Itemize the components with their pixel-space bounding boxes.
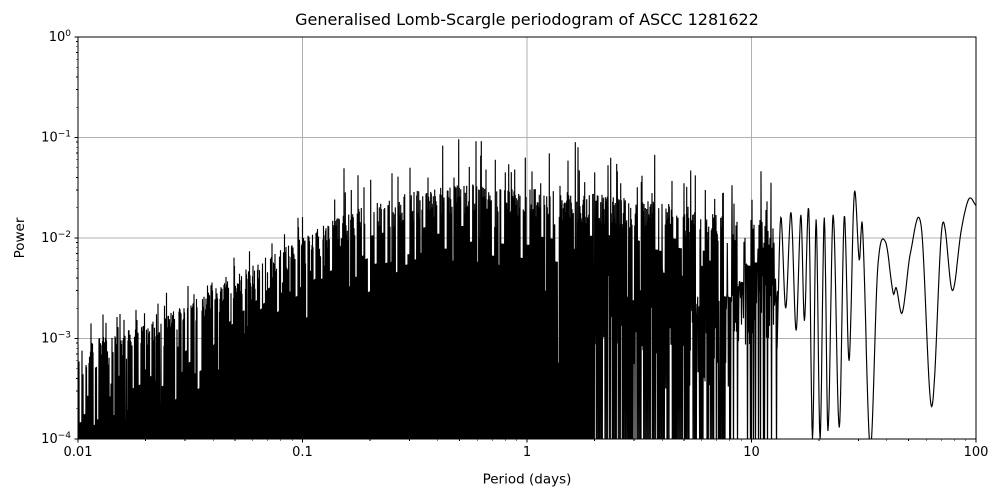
- y-axis-label: Power: [12, 217, 28, 258]
- y-tick-label: 100: [49, 29, 72, 45]
- data-series: [78, 139, 976, 439]
- x-axis-label: Period (days): [483, 472, 572, 488]
- y-tick-label: 10−1: [41, 130, 71, 146]
- x-tick-label: 0.1: [292, 445, 313, 460]
- x-tick-label: 100: [964, 445, 989, 460]
- y-tick-label: 10−3: [41, 331, 71, 347]
- x-tick-label: 0.01: [64, 445, 93, 460]
- chart-title: Generalised Lomb-Scargle periodogram of …: [295, 10, 759, 29]
- x-tick-label: 1: [523, 445, 531, 460]
- periodogram-line: [78, 139, 976, 439]
- axis-ticks: [74, 36, 977, 443]
- x-tick-label: 10: [743, 445, 760, 460]
- y-tick-label: 10−2: [41, 230, 71, 246]
